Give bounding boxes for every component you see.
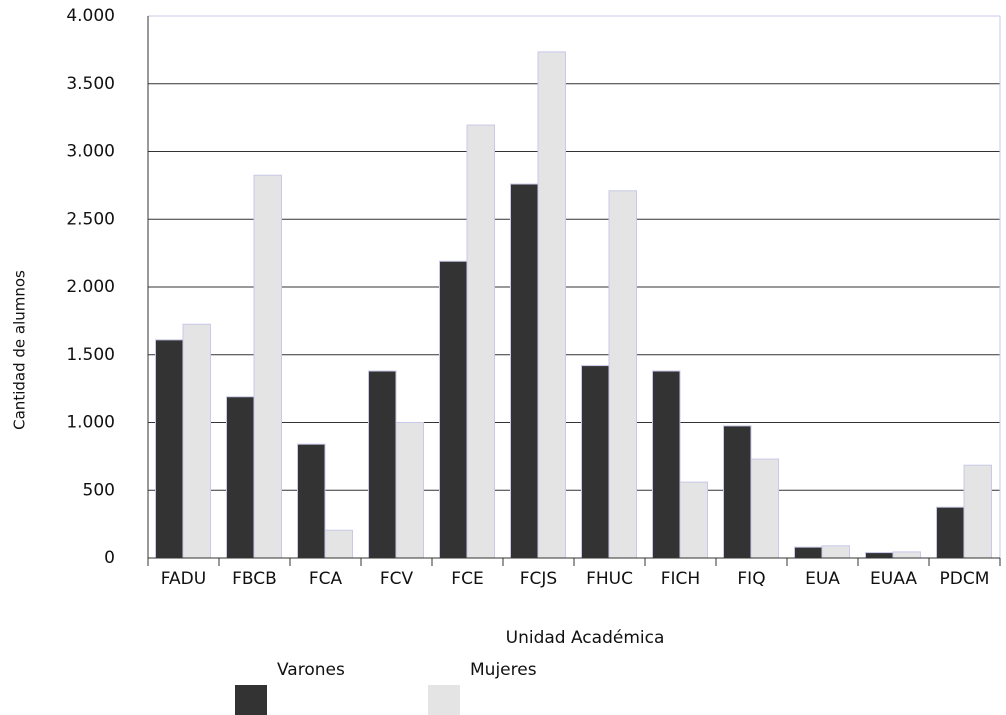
bar	[182, 323, 211, 559]
bar	[439, 260, 468, 559]
x-tick-label: FICH	[661, 569, 700, 589]
bar	[297, 443, 326, 559]
bar	[510, 183, 539, 559]
x-tick-label: FCV	[380, 569, 414, 589]
legend-swatch	[235, 685, 267, 715]
bar	[652, 370, 681, 559]
bar	[466, 124, 495, 559]
bar	[750, 458, 779, 559]
x-tick-label: PDCM	[940, 569, 990, 589]
x-tick-label: FBCB	[232, 569, 277, 589]
bar	[324, 529, 353, 559]
bar	[794, 546, 823, 559]
y-tick-label: 4.000	[66, 6, 115, 26]
x-tick-label: FIQ	[737, 569, 765, 589]
y-tick-label: 2.000	[66, 277, 115, 297]
bar	[581, 365, 610, 559]
y-axis-title: Cantidad de alumnos	[11, 270, 29, 430]
x-tick-label: EUA	[805, 569, 840, 589]
y-tick-label: 3.000	[66, 142, 115, 162]
bar	[537, 51, 566, 559]
y-tick-label: 0	[104, 548, 115, 568]
y-tick-label: 2.500	[66, 209, 115, 229]
bar	[368, 370, 397, 559]
bar	[608, 190, 637, 559]
legend-label: Mujeres	[470, 660, 537, 680]
bar	[936, 506, 965, 559]
bar	[395, 422, 424, 559]
legend-label: Varones	[277, 660, 345, 680]
bar	[155, 339, 184, 559]
bar	[723, 425, 752, 559]
y-tick-label: 1.500	[66, 345, 115, 365]
bar	[226, 396, 255, 559]
bar	[865, 552, 894, 559]
x-tick-label: FCE	[451, 569, 483, 589]
y-tick-label: 3.500	[66, 74, 115, 94]
x-axis-title: Unidad Académica	[506, 628, 665, 648]
bar	[253, 174, 282, 559]
x-tick-label: EUAA	[870, 569, 917, 589]
bar	[821, 545, 850, 559]
y-tick-label: 500	[83, 480, 115, 500]
legend-swatch	[428, 685, 460, 715]
y-tick-label: 1.000	[66, 413, 115, 433]
x-tick-label: FHUC	[586, 569, 633, 589]
x-tick-label: FCA	[309, 569, 343, 589]
x-tick-label: FCJS	[520, 569, 557, 589]
bar	[892, 551, 921, 559]
bar	[963, 464, 992, 559]
bar	[679, 481, 708, 559]
x-tick-label: FADU	[161, 569, 206, 589]
